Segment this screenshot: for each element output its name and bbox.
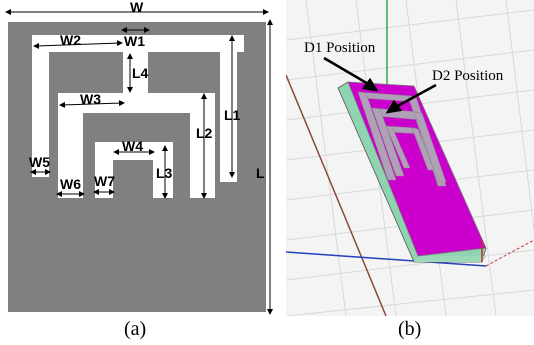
label-w7: W7 xyxy=(94,173,115,189)
label-w4: W4 xyxy=(122,138,143,154)
axis-brown xyxy=(286,74,387,316)
label-d2-position: D2 Position xyxy=(432,68,504,84)
axis-red xyxy=(485,239,534,267)
label-l: L xyxy=(256,165,265,181)
caption-b: (b) xyxy=(398,318,422,340)
antenna-geometry-diagram: W L W1 W2 W3 W4 W5 W6 W7 L1 L2 L3 L4 xyxy=(5,0,273,315)
label-w: W xyxy=(130,0,144,15)
label-l1: L1 xyxy=(224,107,241,123)
label-d1-position: D1 Position xyxy=(304,40,376,56)
label-w3: W3 xyxy=(80,91,101,107)
label-w1: W1 xyxy=(124,33,145,49)
patch-slot-pattern xyxy=(357,91,447,187)
annotation-arrows xyxy=(323,56,437,114)
label-w5: W5 xyxy=(29,154,50,170)
dimension-lines xyxy=(5,9,273,315)
substrate-bottom xyxy=(414,256,486,262)
label-w6: W6 xyxy=(60,176,81,192)
axis-blue xyxy=(286,251,487,267)
simulation-3d-view: D1 Position D2 Position xyxy=(286,0,534,316)
label-l3: L3 xyxy=(156,165,173,181)
label-l2: L2 xyxy=(196,125,213,141)
label-w2: W2 xyxy=(60,32,81,48)
caption-a: (a) xyxy=(124,318,147,340)
label-l4: L4 xyxy=(132,65,149,81)
